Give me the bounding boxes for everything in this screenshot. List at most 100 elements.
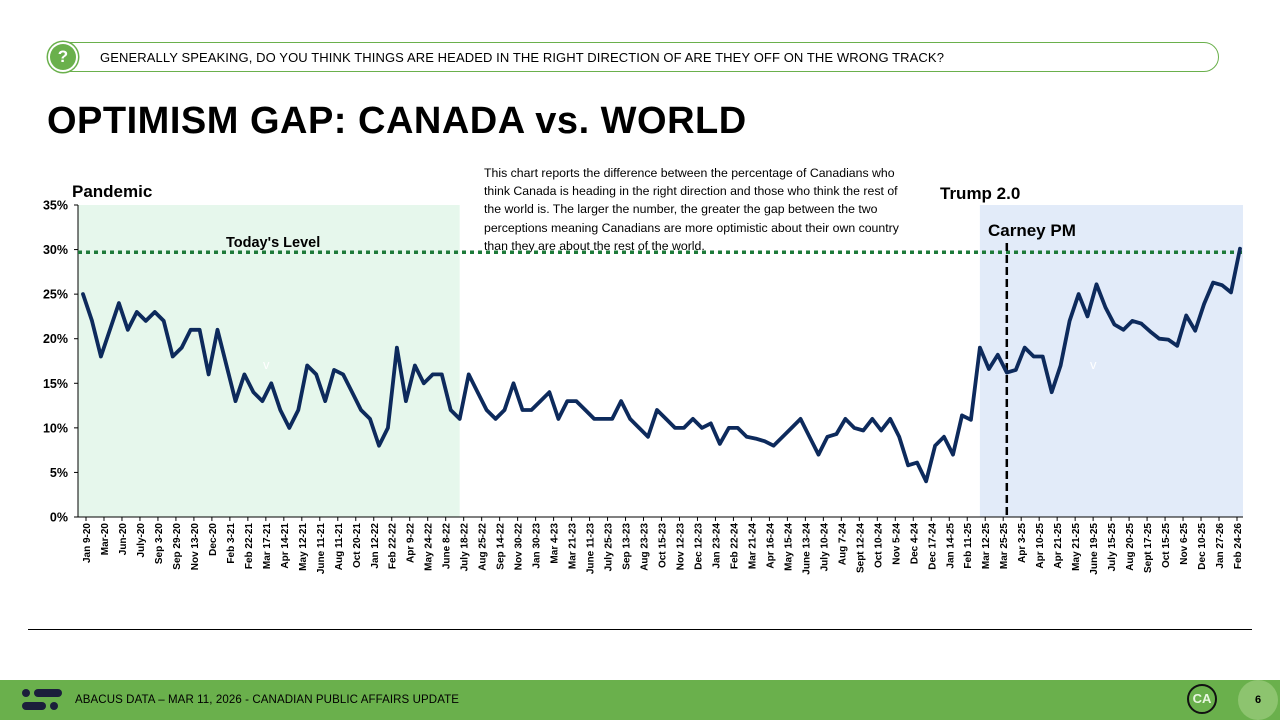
data-point — [1220, 283, 1224, 287]
x-tick-label: July 25-23 — [604, 523, 615, 572]
data-point — [565, 399, 569, 403]
data-point — [117, 301, 121, 305]
data-point — [260, 399, 264, 403]
question-icon: ? — [50, 44, 76, 70]
data-point — [251, 390, 256, 394]
data-point — [1067, 319, 1072, 323]
data-point — [969, 418, 973, 422]
data-point — [224, 363, 229, 368]
x-tick-label: Aug 20-25 — [1125, 523, 1136, 571]
data-point — [467, 372, 471, 376]
x-tick-label: Apr 14-21 — [280, 523, 291, 569]
x-tick-label: Oct 15-25 — [1161, 523, 1172, 568]
data-point — [1121, 328, 1126, 332]
period-label-pandemic: Pandemic — [72, 182, 152, 201]
divider — [28, 629, 1252, 630]
data-point — [852, 426, 856, 430]
trump-mark: v — [1090, 357, 1097, 372]
x-tick-label: Apr 16-24 — [765, 523, 776, 569]
y-tick-label: 0% — [50, 511, 68, 525]
data-point — [816, 453, 821, 457]
x-tick-label: Mar 21-24 — [747, 523, 758, 570]
x-tick-label: Mar 12-25 — [981, 523, 992, 570]
data-point — [431, 372, 435, 376]
footer-bar: ABACUS DATA – MAR 11, 2026 - CANADIAN PU… — [0, 680, 1280, 720]
data-point — [987, 367, 991, 371]
data-point — [296, 408, 300, 412]
data-point — [1238, 247, 1242, 251]
data-point — [197, 328, 202, 332]
data-point — [718, 442, 722, 446]
data-point — [619, 399, 623, 403]
x-tick-label: Jun-20 — [118, 523, 129, 556]
data-point — [206, 372, 211, 376]
y-tick-label: 10% — [43, 421, 68, 435]
data-point — [90, 319, 94, 323]
data-point — [1041, 354, 1045, 359]
y-tick-label: 30% — [43, 243, 68, 257]
data-point — [1157, 337, 1161, 341]
data-point — [1202, 302, 1206, 306]
data-point — [440, 372, 444, 376]
x-tick-label: Aug 7-24 — [837, 523, 848, 566]
abacus-logo-icon — [22, 689, 62, 710]
x-tick-label: Feb 3-21 — [226, 523, 237, 564]
x-tick-label: Apr 21-25 — [1053, 523, 1064, 569]
x-tick-label: Mar 25-25 — [999, 523, 1010, 570]
data-point — [1050, 390, 1054, 394]
data-point — [574, 399, 578, 403]
x-tick-label: Oct 20-21 — [352, 523, 363, 568]
data-point — [341, 372, 345, 376]
x-tick-label: Apr 9-22 — [406, 523, 417, 563]
data-point — [1139, 321, 1143, 326]
x-tick-label: Jan 30-23 — [532, 523, 543, 569]
data-point — [870, 417, 874, 421]
page-number: 6 — [1238, 680, 1278, 720]
data-point — [682, 426, 686, 430]
x-tick-label: Sep 14-22 — [496, 523, 507, 570]
y-tick-label: 5% — [50, 466, 68, 480]
data-point — [1023, 346, 1027, 350]
data-point — [144, 319, 148, 323]
data-point — [879, 428, 883, 433]
ca-logo-text: CA — [1192, 691, 1212, 706]
x-tick-label: Jan 9-20 — [82, 523, 93, 563]
data-point — [834, 432, 838, 436]
x-tick-label: Jan 27-26 — [1215, 523, 1226, 569]
x-tick-label: May 21-25 — [1071, 523, 1082, 571]
data-point — [242, 372, 247, 376]
trump-shade — [979, 205, 1243, 517]
ca-logo-icon: CA — [1187, 684, 1217, 714]
x-tick-label: Sep 13-23 — [622, 523, 633, 570]
page-title: OPTIMISM GAP: CANADA vs. WORLD — [47, 100, 747, 142]
data-point — [610, 417, 614, 421]
y-tick-label: 15% — [43, 377, 68, 391]
data-point — [745, 435, 749, 439]
x-tick-label: Sept 12-24 — [855, 523, 866, 573]
data-point — [628, 417, 632, 421]
todays-level-label: Today's Level — [226, 235, 320, 251]
y-tick-label: 35% — [43, 199, 68, 213]
data-point — [960, 413, 964, 417]
data-point — [305, 363, 309, 368]
x-tick-label: Sep 3-20 — [154, 523, 165, 565]
x-tick-label: Dec-20 — [208, 523, 219, 556]
data-point — [547, 390, 551, 394]
x-tick-label: Feb 22-21 — [244, 523, 255, 570]
carney-pm-label: Carney PM — [988, 221, 1076, 240]
data-point — [520, 408, 525, 412]
data-point — [1112, 322, 1117, 327]
data-point — [1005, 370, 1009, 375]
data-point — [287, 426, 291, 430]
x-tick-label: Feb 24-26 — [1233, 523, 1244, 570]
x-tick-label: July 10-24 — [819, 523, 830, 572]
data-point — [691, 417, 695, 421]
data-point — [314, 372, 318, 376]
data-point — [655, 408, 659, 412]
data-point — [171, 354, 175, 359]
data-point — [81, 292, 85, 296]
data-point — [915, 461, 919, 465]
x-tick-label: May 24-22 — [424, 523, 435, 571]
x-tick-label: Mar 21-23 — [568, 523, 579, 570]
data-point — [493, 417, 498, 421]
